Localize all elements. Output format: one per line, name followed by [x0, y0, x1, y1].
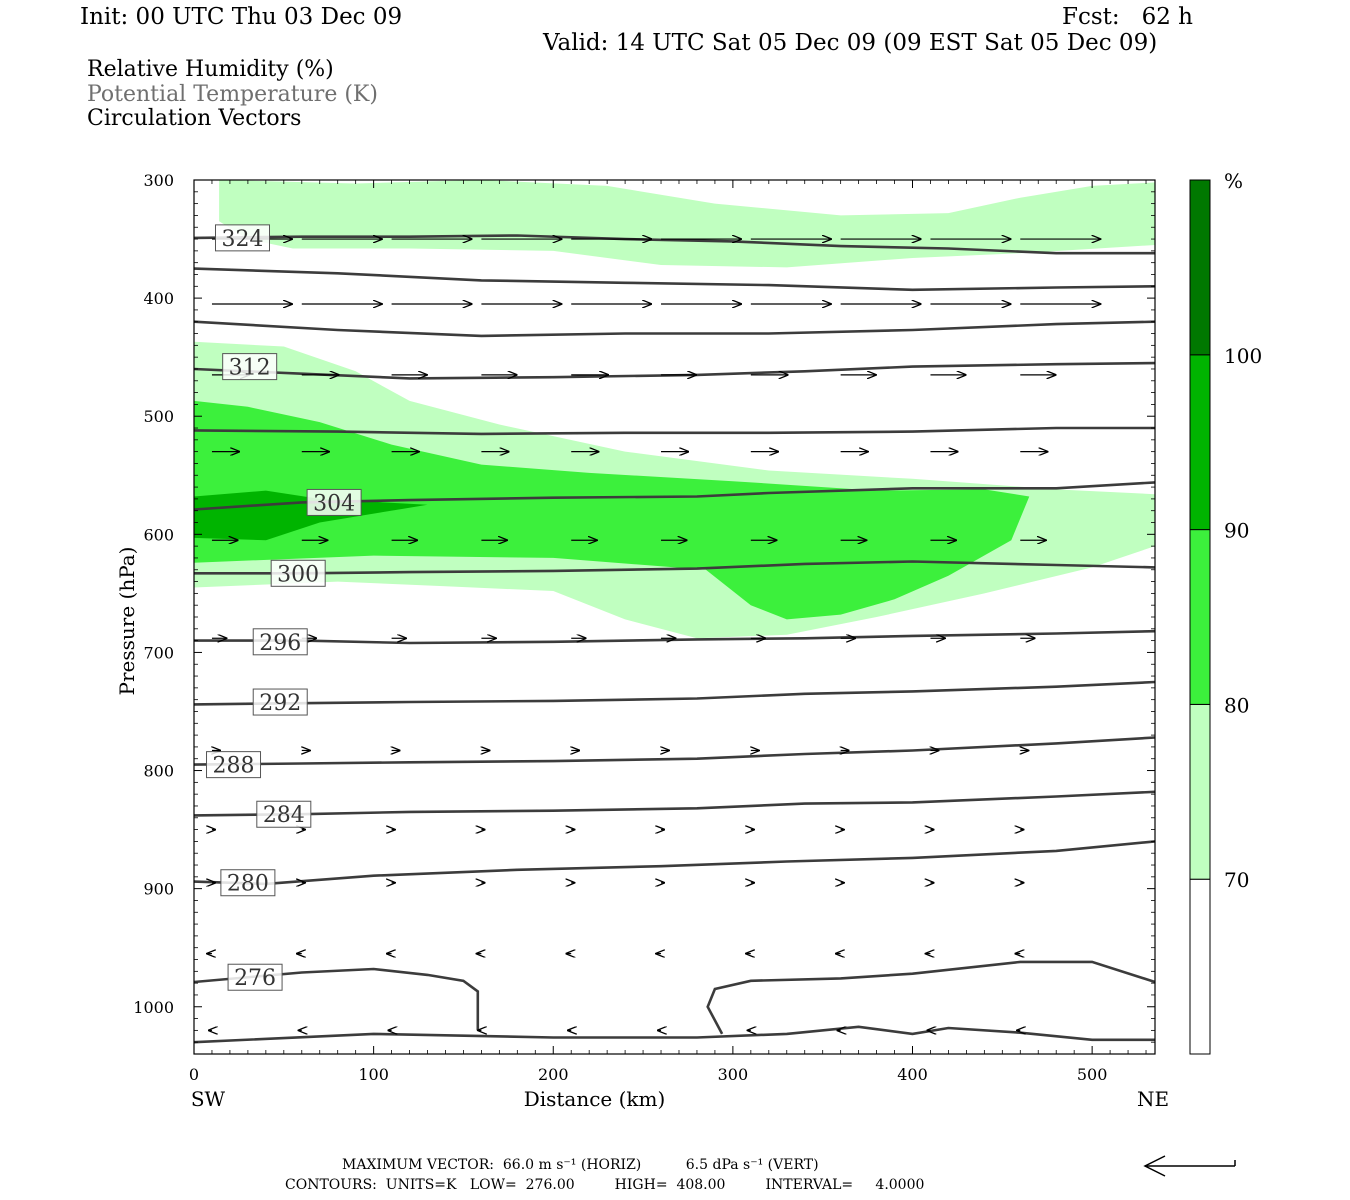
contour-label-box	[214, 224, 270, 252]
y-tick-label: 400	[143, 289, 174, 308]
contour-label: 296	[259, 631, 301, 656]
contour-label: 300	[277, 562, 319, 587]
theta-contour	[194, 1025, 1155, 1044]
x-tick-label: 200	[538, 1065, 569, 1084]
theta-contour	[194, 736, 1155, 766]
y-tick-label: 600	[143, 525, 174, 544]
contour-info: CONTOURS: UNITS=K LOW= 276.00 HIGH= 408.…	[285, 1177, 925, 1193]
contour-label-box	[306, 488, 362, 516]
legend-rh: Relative Humidity (%)	[87, 57, 334, 82]
init-time: Init: 00 UTC Thu 03 Dec 09	[80, 4, 403, 30]
x-tick-label: 300	[718, 1065, 749, 1084]
contour-label-box	[206, 751, 262, 779]
contour-label-box	[227, 963, 283, 991]
contour-label-box	[220, 869, 276, 897]
y-tick-label: 700	[143, 643, 174, 662]
theta-contour	[194, 267, 1155, 292]
contour-label: 324	[221, 227, 263, 252]
contour-label-box	[222, 353, 278, 381]
x-tick-label: 500	[1077, 1065, 1108, 1084]
y-tick-label: 1000	[133, 998, 174, 1017]
contour-label: 288	[213, 754, 255, 779]
x-end-label-left: SW	[191, 1087, 226, 1111]
contour-label: 276	[234, 966, 276, 991]
theta-contour	[194, 234, 1155, 255]
theta-contour	[194, 320, 1155, 338]
contour-label: 312	[229, 356, 271, 381]
legend-theta: Potential Temperature (K)	[87, 82, 378, 107]
contour-label: 284	[263, 803, 305, 828]
valid-time: Valid: 14 UTC Sat 05 Dec 09 (09 EST Sat …	[543, 30, 1158, 56]
theta-contour	[194, 560, 1155, 575]
colorbar-level-label: 90	[1224, 519, 1249, 543]
theta-contour	[194, 967, 480, 1031]
x-tick-label: 0	[189, 1065, 199, 1084]
y-axis-label: Pressure (hPa)	[115, 547, 139, 696]
theta-contour	[194, 629, 1155, 645]
x-axis-label: Distance (km)	[524, 1087, 666, 1111]
theta-contour	[194, 840, 1155, 886]
colorbar-unit: %	[1224, 169, 1243, 193]
rh-region-70-80	[219, 180, 1155, 268]
y-tick-label: 900	[143, 880, 174, 899]
colorbar-swatch	[1189, 529, 1211, 705]
x-end-label-right: NE	[1137, 1087, 1169, 1111]
theta-contour	[194, 790, 1155, 817]
contour-label-box	[270, 559, 326, 587]
y-tick-label: 300	[143, 171, 174, 190]
theta-contour	[706, 960, 1155, 1035]
contour-label: 304	[313, 491, 355, 516]
x-tick-label: 400	[897, 1065, 928, 1084]
colorbar-swatch	[1189, 179, 1211, 356]
forecast-hour: Fcst: 62 h	[1062, 4, 1193, 30]
colorbar-level-label: 100	[1224, 344, 1262, 368]
legend-vectors: Circulation Vectors	[87, 106, 302, 131]
colorbar-swatch	[1189, 878, 1211, 1055]
y-tick-label: 500	[143, 407, 174, 426]
reference-vector-head	[1143, 1155, 1166, 1177]
colorbar-level-label: 80	[1224, 693, 1249, 717]
x-tick-label: 100	[358, 1065, 389, 1084]
colorbar-swatch	[1189, 703, 1211, 880]
colorbar-level-label: 70	[1224, 868, 1249, 892]
max-vector-note: MAXIMUM VECTOR: 66.0 m s⁻¹ (HORIZ) 6.5 d…	[342, 1157, 819, 1173]
contour-label: 280	[227, 872, 269, 897]
contour-label-box	[252, 628, 308, 656]
theta-contour	[194, 426, 1155, 436]
y-tick-label: 800	[143, 762, 174, 781]
contour-label: 292	[259, 691, 301, 716]
contour-label-box	[252, 688, 308, 716]
theta-contour	[194, 680, 1155, 706]
contour-label-box	[256, 800, 312, 828]
colorbar-swatch	[1189, 354, 1211, 531]
plot-content	[194, 180, 1155, 1044]
